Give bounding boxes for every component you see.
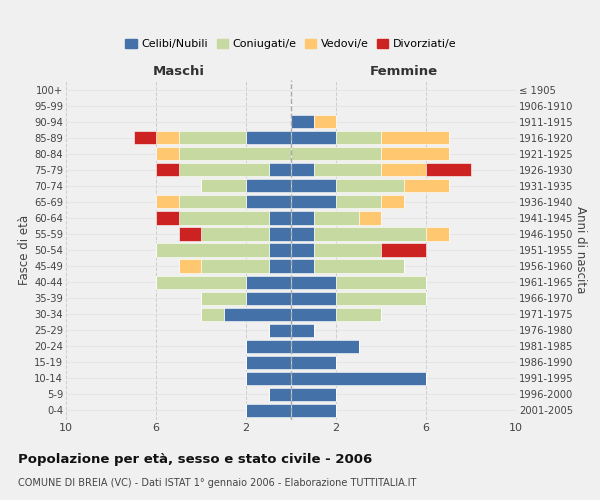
Bar <box>269 388 291 401</box>
Bar <box>246 404 291 417</box>
Bar <box>381 147 449 160</box>
Bar <box>381 131 449 144</box>
Bar <box>291 131 336 144</box>
Bar <box>269 324 291 337</box>
Bar <box>246 292 291 304</box>
Bar <box>179 163 269 176</box>
Bar <box>269 228 291 240</box>
Bar <box>314 212 359 224</box>
Bar <box>201 180 246 192</box>
Bar <box>201 260 269 272</box>
Bar <box>336 308 381 320</box>
Text: Maschi: Maschi <box>152 66 205 78</box>
Bar <box>336 276 426 288</box>
Bar <box>381 163 426 176</box>
Bar <box>336 180 404 192</box>
Bar <box>291 212 314 224</box>
Bar <box>291 308 336 320</box>
Bar <box>246 276 291 288</box>
Bar <box>246 340 291 353</box>
Bar <box>156 196 179 208</box>
Bar <box>133 131 156 144</box>
Bar <box>179 212 269 224</box>
Bar <box>314 228 426 240</box>
Bar <box>179 228 201 240</box>
Bar <box>291 324 314 337</box>
Bar <box>246 356 291 369</box>
Bar <box>291 372 426 385</box>
Bar <box>179 196 246 208</box>
Bar <box>246 372 291 385</box>
Text: Femmine: Femmine <box>370 66 437 78</box>
Bar <box>291 340 359 353</box>
Bar <box>156 212 179 224</box>
Bar <box>156 163 179 176</box>
Bar <box>291 388 336 401</box>
Bar <box>156 244 269 256</box>
Bar <box>201 292 246 304</box>
Text: COMUNE DI BREIA (VC) - Dati ISTAT 1° gennaio 2006 - Elaborazione TUTTITALIA.IT: COMUNE DI BREIA (VC) - Dati ISTAT 1° gen… <box>18 478 416 488</box>
Bar <box>314 115 336 128</box>
Bar <box>179 147 291 160</box>
Bar <box>291 292 336 304</box>
Y-axis label: Fasce di età: Fasce di età <box>19 215 31 285</box>
Bar <box>156 276 246 288</box>
Bar <box>291 147 381 160</box>
Bar <box>269 163 291 176</box>
Bar <box>291 276 336 288</box>
Bar <box>359 212 381 224</box>
Bar <box>291 356 336 369</box>
Bar <box>291 228 314 240</box>
Bar <box>291 115 314 128</box>
Bar <box>246 196 291 208</box>
Bar <box>246 131 291 144</box>
Legend: Celibi/Nubili, Coniugati/e, Vedovi/e, Divorziati/e: Celibi/Nubili, Coniugati/e, Vedovi/e, Di… <box>121 34 461 54</box>
Bar <box>314 163 381 176</box>
Bar <box>336 131 381 144</box>
Bar <box>426 163 471 176</box>
Bar <box>246 180 291 192</box>
Bar <box>179 260 201 272</box>
Bar <box>223 308 291 320</box>
Bar <box>291 404 336 417</box>
Bar <box>381 244 426 256</box>
Bar <box>291 180 336 192</box>
Bar <box>336 292 426 304</box>
Y-axis label: Anni di nascita: Anni di nascita <box>574 206 587 294</box>
Bar <box>381 196 404 208</box>
Bar <box>291 196 336 208</box>
Bar <box>269 244 291 256</box>
Bar <box>269 212 291 224</box>
Bar <box>201 308 223 320</box>
Bar <box>314 260 404 272</box>
Bar <box>291 163 314 176</box>
Bar <box>269 260 291 272</box>
Bar <box>336 196 381 208</box>
Text: Popolazione per età, sesso e stato civile - 2006: Popolazione per età, sesso e stato civil… <box>18 452 372 466</box>
Bar <box>156 131 179 144</box>
Bar <box>156 147 179 160</box>
Bar <box>291 260 314 272</box>
Bar <box>314 244 381 256</box>
Bar <box>426 228 449 240</box>
Bar <box>404 180 449 192</box>
Bar <box>291 244 314 256</box>
Bar <box>179 131 246 144</box>
Bar <box>201 228 269 240</box>
